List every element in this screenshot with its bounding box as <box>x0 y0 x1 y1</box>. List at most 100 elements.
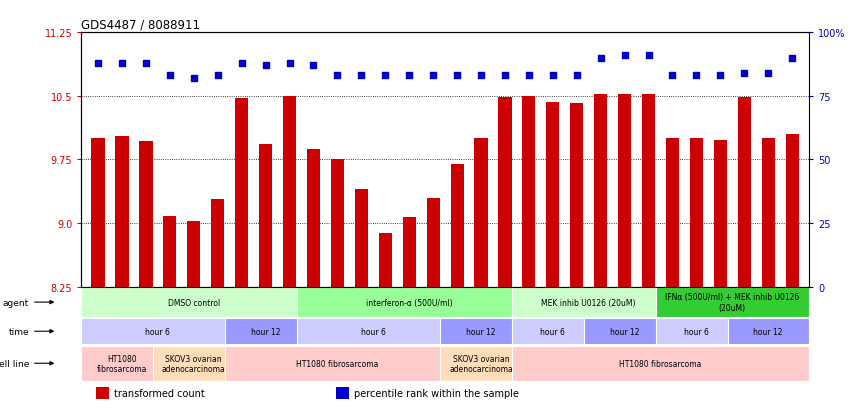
Point <box>738 70 752 77</box>
Point <box>642 52 656 59</box>
Point <box>378 73 392 80</box>
Text: time: time <box>9 327 29 336</box>
Bar <box>522 97 536 287</box>
Text: MEK inhib U0126 (20uM): MEK inhib U0126 (20uM) <box>542 298 636 307</box>
Text: HT1080 fibrosarcoma: HT1080 fibrosarcoma <box>620 359 702 368</box>
Point <box>498 73 512 80</box>
Text: SKOV3 ovarian
adenocarcinoma: SKOV3 ovarian adenocarcinoma <box>449 354 513 373</box>
Point <box>306 63 320 69</box>
Bar <box>440 318 521 345</box>
Bar <box>440 346 521 381</box>
Text: IFNα (500U/ml) + MEK inhib U0126
(20uM): IFNα (500U/ml) + MEK inhib U0126 (20uM) <box>665 293 800 312</box>
Point <box>259 63 272 69</box>
Bar <box>594 95 607 287</box>
Bar <box>163 217 176 287</box>
Bar <box>570 103 583 287</box>
Bar <box>297 318 450 345</box>
Bar <box>116 136 128 287</box>
Bar <box>714 140 727 287</box>
Point <box>402 73 416 80</box>
Bar <box>512 288 665 317</box>
Bar <box>378 234 392 287</box>
Text: hour 12: hour 12 <box>467 327 496 336</box>
Text: hour 6: hour 6 <box>361 327 386 336</box>
Bar <box>354 190 368 287</box>
Text: hour 6: hour 6 <box>684 327 709 336</box>
Point <box>761 70 775 77</box>
Bar <box>225 346 450 381</box>
Point <box>666 73 680 80</box>
Bar <box>762 139 775 287</box>
Text: hour 12: hour 12 <box>251 327 281 336</box>
Bar <box>584 318 665 345</box>
Point <box>139 60 152 67</box>
Bar <box>81 346 163 381</box>
Bar <box>297 288 521 317</box>
Bar <box>656 318 737 345</box>
Point <box>594 55 608 62</box>
Point <box>426 73 440 80</box>
Text: hour 6: hour 6 <box>540 327 565 336</box>
Bar <box>690 139 703 287</box>
Bar <box>656 288 809 317</box>
Bar <box>140 141 152 287</box>
Text: DMSO control: DMSO control <box>168 298 220 307</box>
Point <box>785 55 799 62</box>
Bar <box>336 387 349 399</box>
Bar <box>474 139 488 287</box>
Point <box>235 60 248 67</box>
Bar <box>426 198 440 287</box>
Bar <box>92 139 104 287</box>
Bar <box>211 200 224 287</box>
Text: hour 12: hour 12 <box>753 327 783 336</box>
Point <box>330 73 344 80</box>
Text: percentile rank within the sample: percentile rank within the sample <box>354 388 520 398</box>
Text: SKOV3 ovarian
adenocarcinoma: SKOV3 ovarian adenocarcinoma <box>162 354 226 373</box>
Point <box>714 73 728 80</box>
Point <box>690 73 704 80</box>
Text: interferon-α (500U/ml): interferon-α (500U/ml) <box>366 298 453 307</box>
Bar <box>728 318 809 345</box>
Text: agent: agent <box>3 298 29 307</box>
Point <box>474 73 488 80</box>
Bar <box>642 95 655 287</box>
Bar <box>402 218 416 287</box>
Bar <box>618 95 631 287</box>
Bar <box>450 164 464 287</box>
Text: HT1080 fibrosarcoma: HT1080 fibrosarcoma <box>296 359 378 368</box>
Bar <box>259 145 272 287</box>
Bar <box>512 346 809 381</box>
Point <box>187 76 200 82</box>
Text: GDS4487 / 8088911: GDS4487 / 8088911 <box>81 19 200 32</box>
Text: transformed count: transformed count <box>114 388 205 398</box>
Bar <box>225 318 306 345</box>
Bar <box>546 102 560 287</box>
Text: hour 6: hour 6 <box>146 327 170 336</box>
Bar <box>81 288 306 317</box>
Bar <box>512 318 593 345</box>
Bar <box>498 98 512 287</box>
Point <box>211 73 224 80</box>
Point <box>354 73 368 80</box>
Point <box>618 52 632 59</box>
Bar <box>187 222 200 287</box>
Point <box>570 73 584 80</box>
Point <box>92 60 105 67</box>
Bar <box>738 98 751 287</box>
Bar <box>235 99 248 287</box>
Bar <box>307 150 320 287</box>
Point <box>546 73 560 80</box>
Bar <box>81 318 235 345</box>
Point <box>450 73 464 80</box>
Bar <box>96 387 109 399</box>
Point <box>522 73 536 80</box>
Text: cell line: cell line <box>0 359 29 368</box>
Text: HT1080
fibrosarcoma: HT1080 fibrosarcoma <box>97 354 147 373</box>
Bar <box>153 346 235 381</box>
Point <box>116 60 129 67</box>
Bar <box>666 139 679 287</box>
Point <box>163 73 176 80</box>
Bar <box>330 160 344 287</box>
Bar <box>786 135 799 287</box>
Bar <box>283 97 296 287</box>
